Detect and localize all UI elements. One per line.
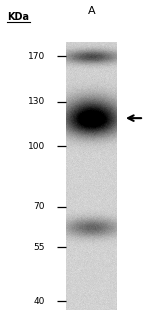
Text: 170: 170 [28, 52, 45, 61]
Text: 100: 100 [28, 142, 45, 151]
Text: 40: 40 [34, 297, 45, 306]
Text: 55: 55 [33, 243, 45, 252]
Text: 70: 70 [33, 202, 45, 211]
Text: KDa: KDa [8, 12, 30, 22]
Bar [66, 42, 117, 310]
Text: 130: 130 [28, 97, 45, 106]
Text: A: A [88, 6, 95, 16]
